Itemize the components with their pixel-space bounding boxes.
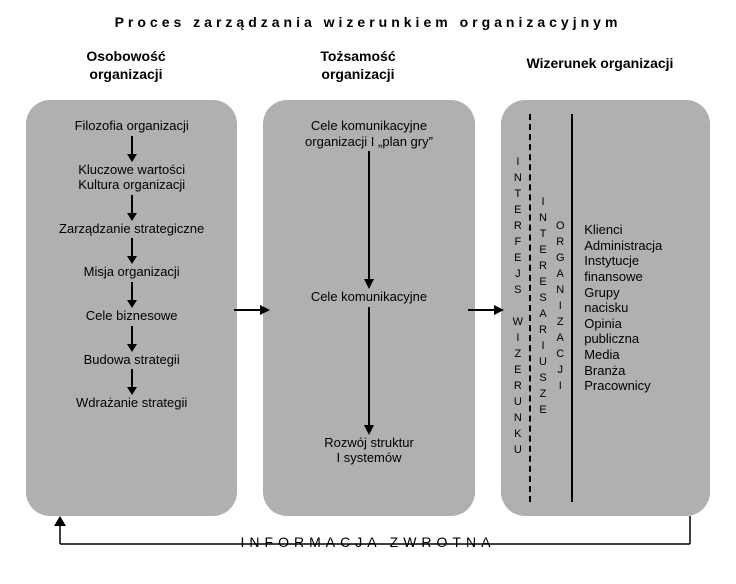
stakeholder-item: Branża: [584, 363, 625, 379]
arrow-down-icon: [125, 236, 139, 264]
arrow-down-icon: [125, 193, 139, 221]
panel-personality: Filozofia organizacji Kluczowe wartościK…: [26, 100, 237, 516]
header-identity: Tożsamośćorganizacji: [258, 48, 458, 83]
p2-item-1: Cele komunikacyjne: [311, 289, 427, 305]
arrow-down-icon: [125, 134, 139, 162]
stakeholders-list: Klienci Administracja Instytucjefinansow…: [576, 222, 700, 394]
arrow-down-icon: [125, 367, 139, 395]
arrow-right-icon: [234, 300, 270, 320]
column-headers: Osobowośćorganizacji Tożsamośćorganizacj…: [0, 48, 736, 83]
arrow-down-icon: [125, 280, 139, 308]
arrow-down-icon: [362, 305, 376, 435]
header-image: Wizerunek organizacji: [490, 48, 710, 83]
stakeholder-item: Opiniapubliczna: [584, 316, 639, 347]
p1-item-6: Wdrażanie strategii: [76, 395, 187, 411]
p1-item-4: Cele biznesowe: [86, 308, 178, 324]
p1-item-5: Budowa strategii: [84, 352, 180, 368]
stakeholder-item: Grupynacisku: [584, 285, 628, 316]
divider-solid: [571, 114, 573, 502]
columns-container: Filozofia organizacji Kluczowe wartościK…: [26, 100, 710, 516]
p1-item-1: Kluczowe wartościKultura organizacji: [78, 162, 185, 193]
divider-dashed: [529, 114, 531, 502]
arrow-right-icon: [468, 300, 504, 320]
header-personality: Osobowośćorganizacji: [26, 48, 226, 83]
stakeholder-item: Media: [584, 347, 619, 363]
stakeholder-item: Pracownicy: [584, 378, 650, 394]
page-title: Proces zarządzania wizerunkiem organizac…: [0, 0, 736, 30]
stakeholder-item: Klienci: [584, 222, 622, 238]
p1-item-0: Filozofia organizacji: [75, 118, 189, 134]
stakeholder-item: Administracja: [584, 238, 662, 254]
p1-item-3: Misja organizacji: [84, 264, 180, 280]
feedback-label: INFORMACJA ZWROTNA: [0, 534, 736, 550]
vlabel-interface: INTERFEJS WIZERUNKU: [509, 156, 526, 460]
stakeholder-item: Instytucjefinansowe: [584, 253, 643, 284]
vlabel-organization: ORGANIZACJI: [551, 220, 568, 396]
p2-item-2: Rozwój strukturI systemów: [324, 435, 414, 466]
arrow-down-icon: [362, 149, 376, 289]
vlabel-stakeholders: INTERESARIUSZE: [534, 196, 551, 420]
panel-image: INTERFEJS WIZERUNKU INTERESARIUSZE ORGAN…: [501, 100, 710, 516]
p2-item-0: Cele komunikacyjneorganizacji I „plan gr…: [305, 118, 433, 149]
p1-item-2: Zarządzanie strategiczne: [59, 221, 204, 237]
arrow-down-icon: [125, 324, 139, 352]
panel-identity: Cele komunikacyjneorganizacji I „plan gr…: [263, 100, 474, 516]
